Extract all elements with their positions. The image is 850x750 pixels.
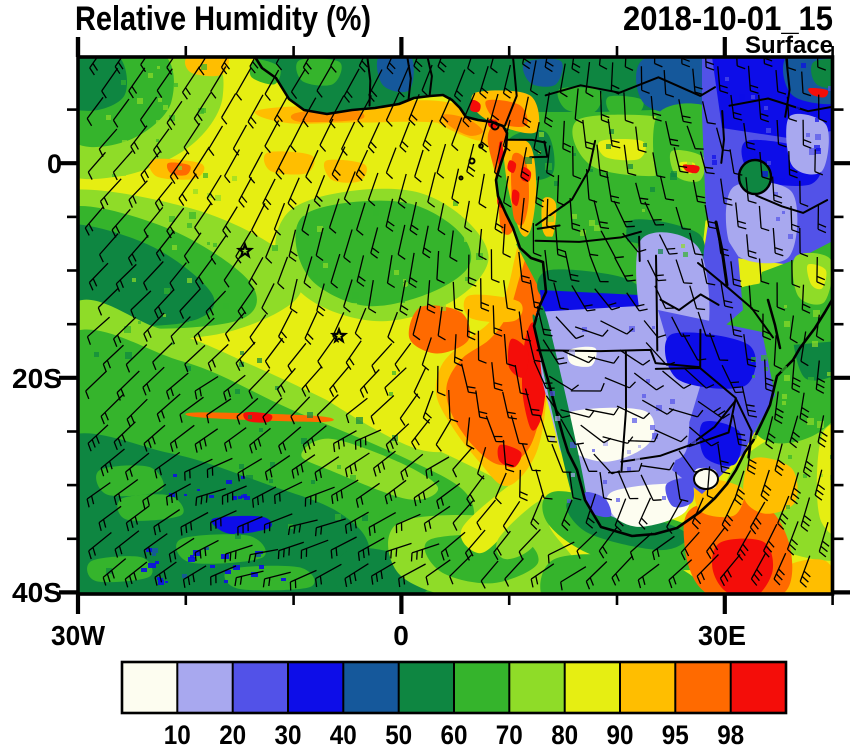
svg-text:60: 60 (441, 720, 468, 750)
svg-text:98: 98 (717, 720, 744, 750)
svg-text:70: 70 (496, 720, 523, 750)
svg-text:10: 10 (164, 720, 191, 750)
svg-text:30W: 30W (51, 620, 106, 651)
svg-text:30E: 30E (698, 620, 746, 651)
svg-text:80: 80 (551, 720, 578, 750)
svg-text:90: 90 (607, 720, 634, 750)
svg-text:Surface: Surface (745, 32, 833, 59)
svg-text:20S: 20S (12, 363, 62, 394)
svg-text:20: 20 (219, 720, 246, 750)
svg-text:95: 95 (662, 720, 689, 750)
svg-text:40: 40 (330, 720, 357, 750)
svg-text:2018-10-01_15: 2018-10-01_15 (623, 0, 833, 38)
svg-text:30: 30 (275, 720, 302, 750)
svg-text:0: 0 (393, 620, 409, 651)
svg-text:50: 50 (385, 720, 412, 750)
svg-text:0: 0 (47, 149, 62, 179)
svg-text:40S: 40S (12, 577, 62, 608)
svg-text:Relative Humidity (%): Relative Humidity (%) (75, 0, 371, 38)
